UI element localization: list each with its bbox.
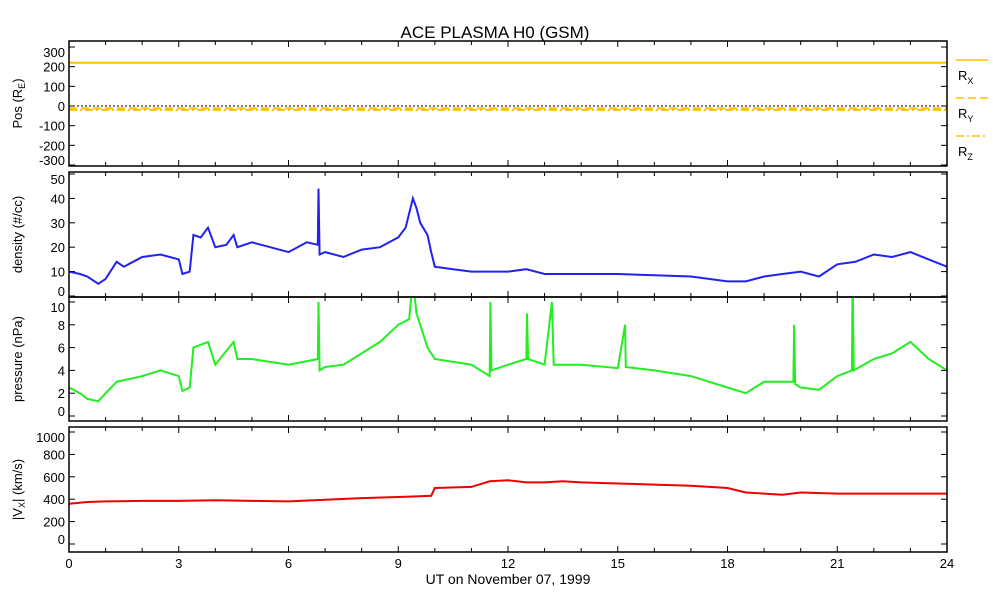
y-axis-label: pressure (nPa) [10, 316, 25, 402]
y-tick-label: 200 [43, 60, 65, 75]
series-pressure-line [69, 297, 947, 403]
y-tick-label: 600 [43, 470, 65, 485]
legend-subscript: Z [967, 152, 973, 162]
legend-subscript: Y [967, 114, 973, 124]
y-tick-label: 100 [43, 79, 65, 94]
y-tick-label: 30 [51, 216, 65, 231]
y-tick-label: 0 [58, 284, 65, 299]
chart-title: ACE PLASMA H0 (GSM) [401, 23, 590, 42]
x-tick-label: 15 [611, 556, 625, 571]
x-tick-label: 0 [65, 556, 72, 571]
panel-frame [68, 40, 948, 167]
y-label-subscript: X [17, 502, 27, 508]
y-label-text: pressure (nPa) [10, 316, 25, 402]
y-tick-label: 400 [43, 492, 65, 507]
y-tick-label: 2 [58, 386, 65, 401]
panel-frame [68, 426, 948, 553]
y-label-text: ) [10, 78, 25, 82]
panel-frame [68, 296, 948, 422]
panel-density: 0 10 20 30 40 50 density (#/cc) [10, 171, 948, 299]
y-tick-label: 6 [58, 341, 65, 356]
y-tick-label: 1000 [36, 430, 65, 445]
y-tick-label: 10 [51, 265, 65, 280]
x-tick-label: 21 [830, 556, 844, 571]
y-axis-label: density (#/cc) [10, 196, 25, 273]
panel-pressure: 0 2 4 6 8 10 pressure (nPa) [10, 296, 948, 422]
y-tick-label: 800 [43, 447, 65, 462]
y-label-subscript: E [17, 83, 27, 89]
legend-label-x: RX [958, 68, 973, 86]
x-tick-label: 18 [720, 556, 734, 571]
legend-main: R [958, 106, 967, 121]
y-tick-label: 300 [43, 45, 65, 60]
legend-main: R [958, 144, 967, 159]
x-tick-label: 12 [501, 556, 515, 571]
x-tick-label: 9 [395, 556, 402, 571]
y-tick-label: 0 [58, 404, 65, 419]
y-tick-label: 8 [58, 318, 65, 333]
y-label-text: Pos (R [10, 89, 25, 129]
y-tick-label: -300 [39, 153, 65, 168]
y-label-text: | (km/s) [10, 459, 25, 502]
legend-main: R [958, 68, 967, 83]
series-vx-line [69, 479, 947, 505]
x-tick-label: 3 [175, 556, 182, 571]
legend-label-z: RZ [958, 144, 973, 162]
y-tick-label: 40 [51, 191, 65, 206]
y-label-text: density (#/cc) [10, 196, 25, 273]
y-tick-label: 0 [58, 532, 65, 547]
y-tick-label: -200 [39, 138, 65, 153]
y-tick-label: 10 [51, 300, 65, 315]
panel-frame [68, 171, 948, 298]
y-tick-label: 50 [51, 172, 65, 187]
y-axis-label: |VX| (km/s) [10, 459, 27, 520]
y-tick-label: -100 [39, 119, 65, 134]
legend-label-y: RY [958, 106, 973, 124]
x-tick-label: 24 [940, 556, 954, 571]
y-axis-label: Pos (RE) [10, 78, 27, 128]
y-tick-label: 4 [58, 363, 65, 378]
y-tick-label: 200 [43, 515, 65, 530]
y-tick-label: 20 [51, 240, 65, 255]
x-axis-label: UT on November 07, 1999 [426, 571, 591, 587]
panel-velocity: 0 200 400 600 800 1000 |VX| (km/s) 0 3 6 9 12 15 18 21… [10, 426, 954, 571]
y-tick-label: 0 [58, 99, 65, 114]
x-tick-label: 6 [285, 556, 292, 571]
series-density-line [69, 188, 947, 286]
y-label-text: |V [10, 508, 25, 520]
legend-subscript: X [967, 76, 973, 86]
